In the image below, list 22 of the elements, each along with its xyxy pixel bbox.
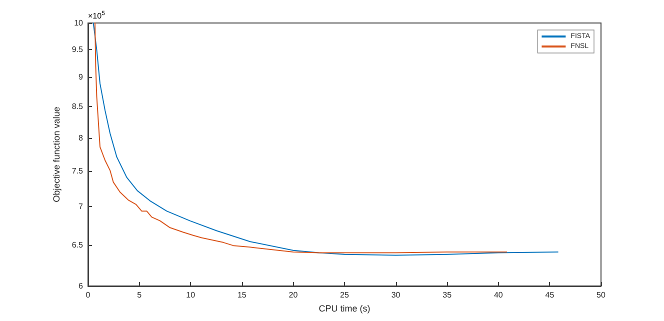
x-tick-label: 15 (237, 290, 247, 300)
x-tick-label: 35 (442, 290, 452, 300)
x-axis-title: CPU time (s) (318, 303, 370, 314)
y-tick-label: 7.5 (72, 166, 84, 176)
x-tick-label: 25 (340, 290, 350, 300)
x-tick-label: 45 (545, 290, 555, 300)
y-tick-label: 6.5 (72, 240, 84, 250)
y-axis-title: Objective function value (51, 106, 62, 202)
y-tick-label: 9 (78, 72, 84, 82)
x-tick-label: 30 (391, 290, 401, 300)
x-tick-label: 5 (137, 290, 142, 300)
y-tick-label: 8.5 (72, 102, 84, 112)
y-tick-label: 10 (74, 18, 84, 28)
x-tick-label: 10 (186, 290, 196, 300)
y-tick-label: 7 (78, 202, 84, 212)
x-tick-label: 0 (86, 290, 91, 300)
y-tick-label: 8 (78, 133, 84, 142)
y-tick-label: 9.5 (72, 44, 84, 54)
x-tick-label: 40 (494, 290, 504, 300)
x-tick-label: 50 (596, 290, 606, 300)
y-tick-label: 6 (78, 282, 84, 290)
x-tick-label: 20 (288, 290, 298, 300)
